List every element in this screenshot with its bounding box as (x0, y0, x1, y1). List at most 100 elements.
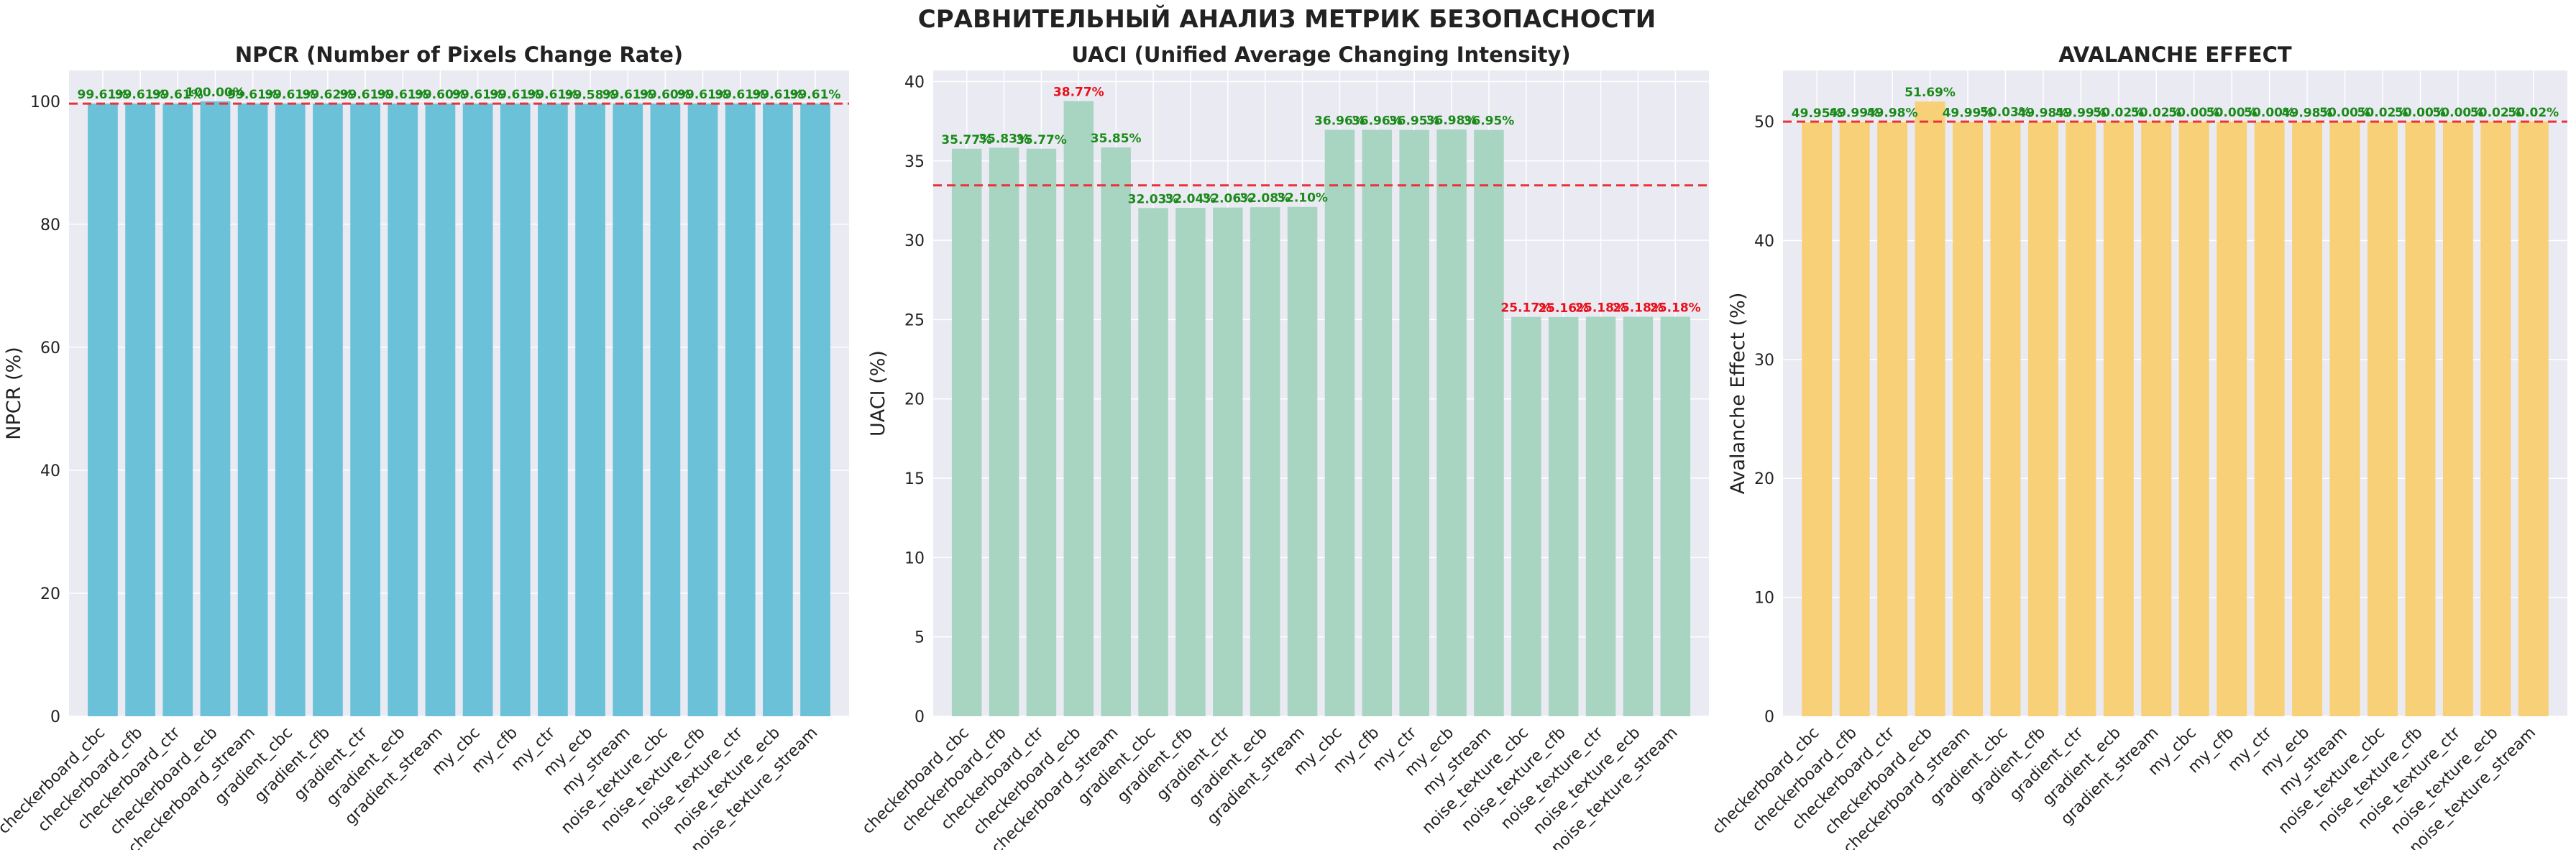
uaci-bar (1287, 206, 1318, 716)
npcr-data-label: 99.60% (415, 88, 466, 102)
npcr-bar (650, 104, 681, 716)
uaci-data-label: 25.17% (1500, 301, 1551, 316)
avalanche-bar (1802, 122, 1833, 717)
npcr-bar (725, 104, 756, 716)
uaci-bar (1511, 316, 1541, 716)
avalanche-bar (2518, 121, 2549, 716)
uaci-y-tick-label: 0 (915, 708, 925, 726)
uaci-bar (1623, 316, 1654, 716)
uaci-data-label: 25.18% (1650, 301, 1701, 315)
uaci-y-tick-label: 40 (904, 73, 925, 91)
avalanche-y-tick-label: 40 (1754, 232, 1774, 250)
uaci-y-axis-label: UACI (%) (867, 350, 889, 437)
npcr-y-tick-label: 40 (40, 462, 60, 480)
npcr-data-label: 99.61% (715, 88, 766, 102)
uaci-chart-title: UACI (Unified Average Changing Intensity… (1071, 42, 1570, 67)
npcr-data-label: 99.61% (377, 88, 428, 102)
uaci-data-label: 32.04% (1165, 192, 1216, 206)
npcr-data-label: 99.61% (790, 88, 841, 102)
avalanche-chart-title: AVALANCHE EFFECT (2058, 42, 2292, 67)
avalanche-data-label: 50.02% (2508, 106, 2559, 120)
npcr-bar (350, 104, 380, 716)
npcr-chart: 99.61%99.61%99.61%100.00%99.61%99.61%99.… (0, 42, 849, 850)
npcr-bar (237, 104, 268, 716)
uaci-y-tick-label: 15 (904, 470, 925, 488)
avalanche-bar (2405, 122, 2436, 717)
avalanche-data-label: 50.03% (1980, 106, 2031, 120)
avalanche-y-axis-label: Avalanche Effect (%) (1727, 293, 1749, 495)
npcr-data-label: 99.60% (640, 88, 691, 102)
avalanche-data-label: 49.99% (2055, 106, 2107, 120)
avalanche-bar (1953, 122, 1983, 716)
uaci-bar (1250, 207, 1280, 716)
avalanche-data-label: 50.02% (2131, 106, 2182, 120)
avalanche-data-label: 49.99% (1943, 106, 1994, 120)
avalanche-y-tick-label: 0 (1764, 708, 1774, 726)
npcr-y-tick-label: 100 (30, 93, 60, 111)
avalanche-chart: 49.95%49.99%49.98%51.69%49.99%50.03%49.9… (1709, 42, 2567, 850)
npcr-plot-area (69, 70, 849, 716)
npcr-y-tick-label: 0 (50, 708, 60, 726)
npcr-bar (613, 104, 643, 716)
avalanche-data-label: 49.98% (2282, 106, 2333, 120)
uaci-data-label: 35.83% (978, 132, 1030, 146)
avalanche-bar (2178, 122, 2209, 717)
avalanche-data-label: 49.98% (1867, 106, 1918, 120)
npcr-bar (575, 104, 605, 717)
npcr-bar (500, 104, 531, 716)
npcr-bar (88, 104, 118, 716)
npcr-bar (275, 104, 306, 716)
uaci-data-label: 36.95% (1389, 114, 1440, 129)
avalanche-bar (2254, 122, 2285, 717)
uaci-bar (1474, 129, 1504, 716)
uaci-bar (1138, 208, 1168, 717)
avalanche-data-label: 50.02% (2357, 106, 2408, 120)
avalanche-data-label: 50.00% (2432, 106, 2483, 120)
uaci-data-label: 38.77% (1053, 86, 1104, 100)
uaci-data-label: 35.85% (1091, 132, 1142, 146)
npcr-bar (538, 104, 568, 716)
npcr-data-label: 100.00% (185, 86, 245, 100)
uaci-plot-area (933, 70, 1709, 716)
avalanche-plot-area (1783, 70, 2567, 716)
uaci-bar (1362, 129, 1393, 716)
uaci-data-label: 36.96% (1314, 114, 1365, 129)
avalanche-bar (2027, 122, 2058, 716)
uaci-chart: 35.77%35.83%35.77%38.77%35.85%32.03%32.0… (859, 42, 1709, 850)
uaci-data-label: 25.18% (1575, 301, 1626, 315)
avalanche-bar (2329, 122, 2360, 717)
npcr-y-tick-label: 20 (40, 585, 60, 603)
uaci-bar (1101, 147, 1131, 716)
uaci-y-tick-label: 35 (904, 153, 925, 171)
avalanche-data-label: 50.02% (2470, 106, 2521, 120)
npcr-data-label: 99.61% (490, 88, 541, 102)
npcr-y-tick-label: 60 (40, 339, 60, 357)
uaci-bar (1213, 207, 1243, 716)
npcr-bar (313, 104, 343, 716)
uaci-bar (1548, 316, 1579, 716)
uaci-bar (1324, 129, 1355, 716)
avalanche-bar (1915, 101, 1945, 717)
uaci-y-tick-label: 20 (904, 391, 925, 409)
npcr-bar (162, 104, 193, 716)
uaci-data-label: 32.08% (1239, 191, 1291, 206)
npcr-bar (425, 104, 456, 716)
avalanche-bar (2442, 122, 2473, 717)
avalanche-bar (2141, 121, 2172, 716)
avalanche-bar (1839, 122, 1870, 716)
uaci-data-label: 36.98% (1426, 114, 1477, 128)
avalanche-y-tick-label: 50 (1754, 114, 1774, 132)
uaci-bar (951, 148, 982, 717)
avalanche-data-label: 50.00% (2244, 106, 2295, 120)
avalanche-y-tick-label: 20 (1754, 470, 1774, 488)
avalanche-bar (2217, 122, 2247, 717)
npcr-bar (687, 104, 718, 716)
npcr-data-label: 99.61% (528, 88, 579, 102)
uaci-data-label: 25.18% (1613, 301, 1664, 315)
npcr-data-label: 99.61% (452, 88, 503, 102)
avalanche-y-tick-label: 10 (1754, 590, 1774, 608)
uaci-bar (1436, 129, 1467, 716)
avalanche-bar (2103, 121, 2134, 716)
uaci-data-label: 36.96% (1352, 114, 1403, 129)
